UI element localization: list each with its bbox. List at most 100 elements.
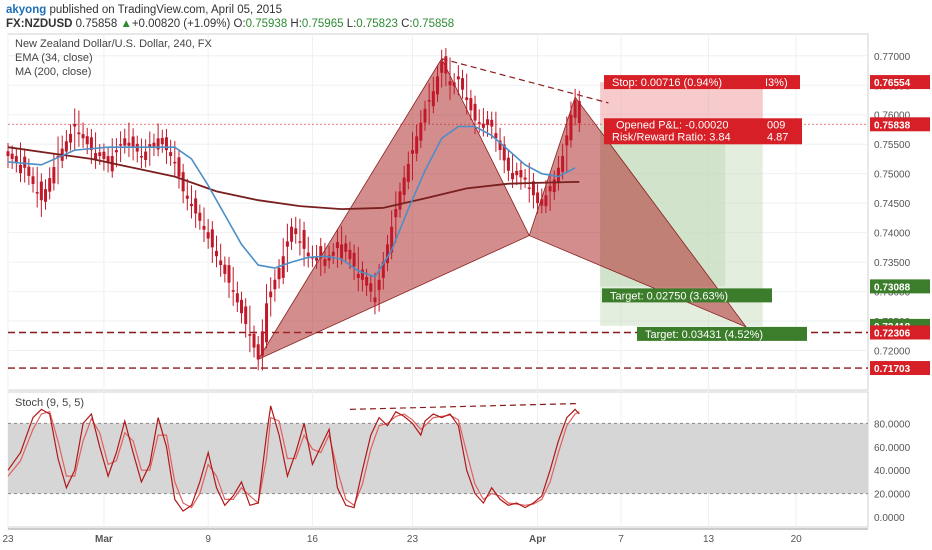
candle-body bbox=[215, 250, 218, 257]
open-value: 0.75938 bbox=[245, 18, 288, 30]
stoch-tick-label: 80.0000 bbox=[874, 419, 911, 430]
high-label: H: bbox=[290, 18, 302, 30]
candle-body bbox=[85, 136, 89, 145]
candle-body bbox=[169, 152, 173, 156]
candle-body bbox=[31, 176, 35, 184]
target2-label: Target: 0.03431 (4.52%) bbox=[645, 329, 763, 341]
candle-body bbox=[519, 170, 523, 178]
resistance-trendline bbox=[441, 58, 609, 104]
candle-body bbox=[27, 166, 31, 176]
candle-body bbox=[540, 199, 544, 206]
candle-body bbox=[194, 198, 198, 214]
candle-body bbox=[561, 156, 565, 172]
candle-body bbox=[148, 144, 152, 148]
candle-body bbox=[23, 156, 27, 168]
candle-body bbox=[565, 135, 569, 146]
candle-body bbox=[531, 181, 535, 196]
price-tag bbox=[870, 117, 930, 132]
candle-body bbox=[390, 226, 394, 253]
candle-body bbox=[19, 164, 23, 174]
candle-body bbox=[102, 151, 106, 159]
stop-label-tail: I3%) bbox=[765, 77, 788, 89]
stoch-legend: Stoch (9, 5, 5) bbox=[15, 397, 85, 409]
candle-body bbox=[319, 246, 323, 259]
candle-body bbox=[502, 144, 506, 161]
candle-body bbox=[81, 134, 85, 139]
price-change: +0.00820 (+1.09%) bbox=[131, 18, 231, 30]
candle-body bbox=[444, 56, 448, 74]
author-link[interactable]: akyong bbox=[6, 4, 47, 16]
candle-body bbox=[73, 123, 77, 127]
candle-body bbox=[315, 257, 319, 261]
candle-body bbox=[544, 195, 548, 207]
candle-body bbox=[219, 260, 223, 266]
price-tag-text: 0.72306 bbox=[874, 328, 911, 339]
candle-body bbox=[281, 256, 285, 278]
candle-body bbox=[486, 119, 490, 126]
candle-body bbox=[260, 331, 264, 356]
candle-body bbox=[106, 156, 110, 162]
stop-label-box bbox=[604, 75, 800, 90]
candle-body bbox=[498, 140, 502, 151]
price-tag-text: 0.73088 bbox=[874, 282, 911, 293]
price-tag-text: 0.76554 bbox=[874, 78, 911, 89]
candle-body bbox=[456, 76, 460, 80]
candle-body bbox=[244, 306, 248, 324]
candle-body bbox=[506, 157, 510, 171]
stop-zone bbox=[600, 82, 763, 125]
candle-body bbox=[340, 244, 344, 259]
candle-body bbox=[481, 123, 485, 128]
pnl-tail: 009 bbox=[767, 119, 785, 131]
target1-box bbox=[602, 288, 772, 303]
candle-body bbox=[548, 186, 552, 192]
low-label: L: bbox=[346, 18, 357, 30]
candle-body bbox=[381, 262, 385, 278]
candle-body bbox=[352, 252, 356, 267]
candle-body bbox=[94, 153, 98, 160]
candle-body bbox=[577, 101, 581, 123]
x-tick-label: 23 bbox=[2, 534, 14, 545]
price-tag bbox=[870, 279, 930, 294]
candle-body bbox=[98, 152, 102, 156]
candle-body bbox=[223, 264, 227, 274]
candle-body bbox=[573, 100, 577, 118]
x-tick-label: 20 bbox=[791, 534, 803, 545]
pattern-bcd bbox=[528, 96, 748, 328]
open-label: O: bbox=[233, 18, 246, 30]
stoch-band bbox=[8, 423, 868, 494]
candle-body bbox=[373, 297, 377, 303]
candle-body bbox=[431, 91, 435, 107]
up-arrow-icon: ▲ bbox=[120, 18, 132, 30]
close-label: C: bbox=[401, 18, 413, 30]
ma-legend: MA (200, close) bbox=[15, 66, 92, 78]
candle-body bbox=[285, 241, 289, 247]
candle-body bbox=[177, 157, 181, 177]
candle-body bbox=[127, 142, 131, 146]
candle-body bbox=[515, 170, 519, 176]
candle-body bbox=[206, 232, 210, 239]
candle-body bbox=[277, 268, 281, 280]
price-tag-text: 0.75838 bbox=[874, 120, 911, 131]
price-tag bbox=[870, 361, 930, 376]
candle-body bbox=[265, 303, 269, 343]
x-tick-label: Mar bbox=[95, 534, 113, 545]
candle-body bbox=[490, 119, 494, 127]
candle-body bbox=[306, 252, 310, 257]
stoch-tick-label: 20.0000 bbox=[874, 490, 911, 501]
ma-200-line bbox=[7, 146, 580, 211]
candle-body bbox=[452, 82, 456, 87]
price-tag bbox=[870, 325, 930, 340]
candle-body bbox=[210, 229, 214, 248]
high-value: 0.75965 bbox=[301, 18, 344, 30]
candle-body bbox=[302, 229, 306, 249]
candle-body bbox=[114, 150, 118, 153]
x-tick-label: 9 bbox=[205, 534, 211, 545]
candle-body bbox=[477, 122, 481, 124]
y-tick-label: 0.77000 bbox=[874, 52, 911, 63]
candle-body bbox=[131, 136, 135, 148]
candle-body bbox=[198, 212, 202, 221]
candle-body bbox=[227, 265, 231, 283]
candle-body bbox=[202, 225, 206, 230]
candle-body bbox=[527, 187, 531, 189]
